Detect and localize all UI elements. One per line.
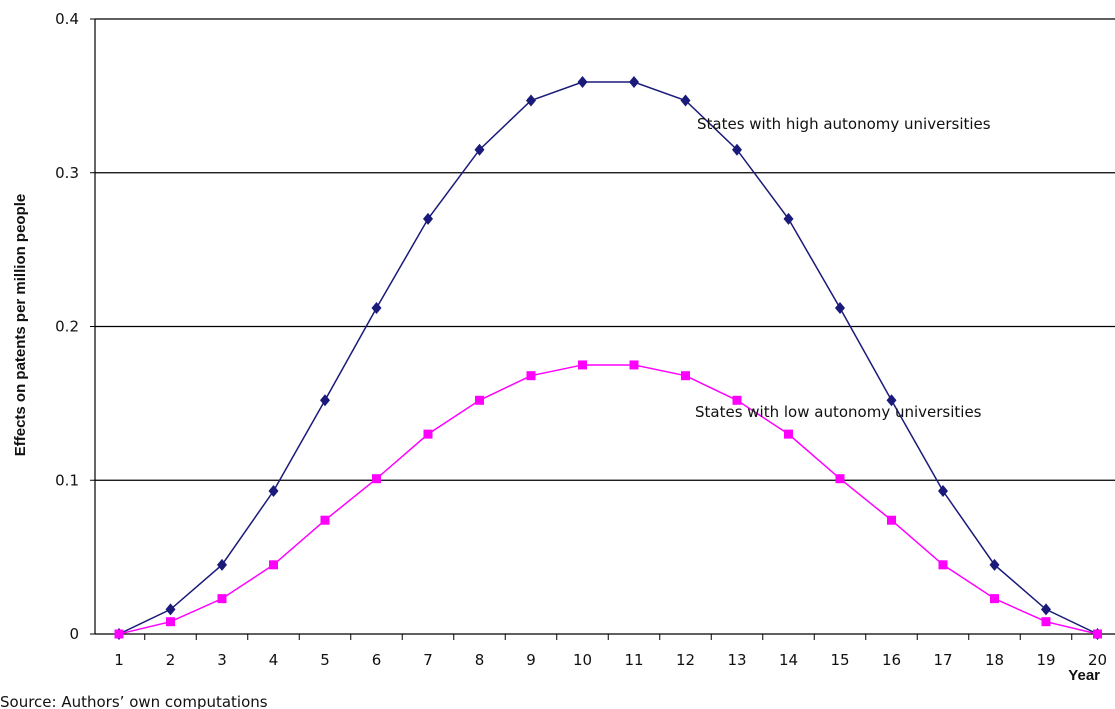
x-tick-label: 3 — [217, 651, 227, 669]
data-point-high-autonomy — [320, 394, 330, 407]
data-point-low-autonomy — [475, 395, 484, 405]
y-tick-label: 0.3 — [55, 164, 79, 182]
data-point-low-autonomy — [114, 629, 124, 639]
x-tick-label: 10 — [573, 651, 592, 669]
data-point-high-autonomy — [732, 143, 742, 156]
series-line-high-autonomy — [118, 81, 1098, 635]
data-point-high-autonomy — [1041, 603, 1051, 616]
annotation-high-autonomy: States with high autonomy universities — [697, 115, 991, 133]
x-tick-label: 8 — [475, 651, 485, 669]
data-point-low-autonomy — [938, 560, 948, 570]
data-point-low-autonomy — [835, 474, 845, 484]
data-point-high-autonomy — [474, 143, 485, 156]
x-tick-label: 18 — [985, 651, 1004, 669]
data-point-high-autonomy — [835, 302, 845, 315]
x-tick-label: 12 — [676, 651, 695, 669]
data-point-low-autonomy — [269, 560, 278, 570]
x-tick-label: 1 — [114, 651, 124, 669]
data-point-low-autonomy — [784, 429, 793, 439]
x-axis-title: Year — [1068, 667, 1100, 684]
y-tick-label: 0.1 — [55, 471, 79, 489]
data-point-high-autonomy — [423, 212, 433, 225]
x-tick-label: 7 — [423, 651, 433, 669]
gridlines — [95, 18, 1115, 481]
data-point-high-autonomy — [577, 76, 588, 89]
x-tick-label: 14 — [779, 651, 798, 669]
data-point-low-autonomy — [578, 360, 587, 370]
data-point-low-autonomy — [887, 515, 896, 525]
annotation-low-autonomy: States with low autonomy universities — [695, 403, 982, 421]
data-point-low-autonomy — [423, 429, 433, 439]
axes — [90, 18, 1115, 640]
x-tick-label: 19 — [1036, 651, 1055, 669]
data-point-low-autonomy — [629, 360, 639, 370]
y-tick-label: 0.4 — [55, 10, 79, 28]
data-point-high-autonomy — [886, 394, 897, 407]
x-tick-label: 5 — [320, 651, 330, 669]
data-point-high-autonomy — [989, 558, 1000, 571]
data-point-high-autonomy — [268, 485, 279, 498]
data-point-high-autonomy — [938, 485, 948, 498]
x-tick-label: 9 — [526, 651, 536, 669]
x-tick-label: 6 — [372, 651, 382, 669]
data-point-low-autonomy — [681, 371, 690, 381]
data-point-low-autonomy — [1041, 617, 1051, 627]
x-tick-label: 4 — [269, 651, 279, 669]
source-note: Source: Authors’ own computations — [0, 693, 268, 709]
data-point-low-autonomy — [166, 617, 175, 627]
x-tick-label: 15 — [830, 651, 849, 669]
data-point-low-autonomy — [372, 474, 381, 484]
data-point-high-autonomy — [629, 76, 639, 89]
x-tick-label: 2 — [166, 651, 176, 669]
x-tick-label: 11 — [624, 651, 643, 669]
x-tick-label: 16 — [882, 651, 901, 669]
data-point-low-autonomy — [526, 371, 536, 381]
data-point-low-autonomy — [732, 395, 742, 405]
x-tick-label: 20 — [1088, 651, 1107, 669]
y-axis-title: Effects on patents per million people — [12, 194, 29, 457]
y-tick-label: 0 — [69, 625, 79, 643]
y-tick-label: 0.2 — [55, 318, 79, 336]
data-point-low-autonomy — [990, 594, 999, 604]
data-point-high-autonomy — [783, 212, 794, 225]
data-point-high-autonomy — [371, 302, 382, 315]
series-layer — [114, 76, 1103, 640]
data-point-high-autonomy — [680, 94, 691, 107]
data-point-low-autonomy — [320, 515, 330, 525]
data-point-high-autonomy — [526, 94, 536, 107]
tick-labels: 00.10.20.30.41 2 3 4 5 6 7 8 9 10 11 12 13 14 15 16 17 18… — [55, 10, 1107, 669]
x-tick-label: 13 — [727, 651, 746, 669]
data-point-low-autonomy — [1093, 629, 1102, 639]
data-point-low-autonomy — [217, 594, 227, 604]
series-line-low-autonomy — [118, 364, 1098, 635]
data-point-high-autonomy — [217, 558, 227, 571]
x-tick-label: 17 — [933, 651, 952, 669]
data-point-high-autonomy — [165, 603, 176, 616]
